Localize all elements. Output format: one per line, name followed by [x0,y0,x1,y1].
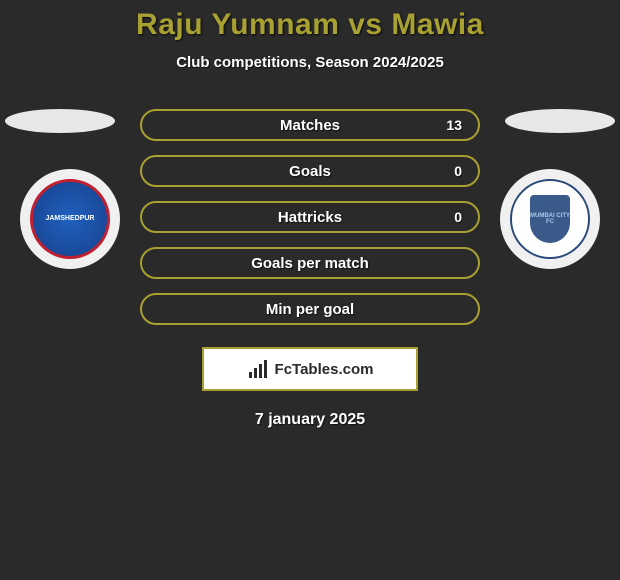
right-team-badge: MUMBAI CITY FC [500,169,600,269]
brand-text: FcTables.com [275,361,374,378]
stat-label: Matches [280,117,340,134]
right-team-name: MUMBAI CITY FC [530,213,570,225]
right-team-crest: MUMBAI CITY FC [510,179,590,259]
stat-matches: Matches 13 [140,109,480,141]
stat-value: 0 [454,209,462,225]
left-team-badge: JAMSHEDPUR [20,169,120,269]
left-player-ellipse [5,109,115,133]
content-area: JAMSHEDPUR MUMBAI CITY FC Matches 13 Goa… [0,109,620,429]
stat-label: Goals [289,163,331,180]
chart-icon [247,360,269,378]
stat-label: Goals per match [251,255,369,272]
stat-goals: Goals 0 [140,155,480,187]
page-title: Raju Yumnam vs Mawia [0,8,620,42]
stat-min-per-goal: Min per goal [140,293,480,325]
brand-box: FcTables.com [202,347,418,391]
stat-label: Hattricks [278,209,342,226]
left-team-crest: JAMSHEDPUR [30,179,110,259]
stat-label: Min per goal [266,301,354,318]
left-team-name: JAMSHEDPUR [45,215,94,223]
right-player-ellipse [505,109,615,133]
stat-goals-per-match: Goals per match [140,247,480,279]
header: Raju Yumnam vs Mawia Club competitions, … [0,0,620,71]
page-subtitle: Club competitions, Season 2024/2025 [0,54,620,71]
stat-value: 13 [446,117,462,133]
stat-hattricks: Hattricks 0 [140,201,480,233]
stat-value: 0 [454,163,462,179]
stats-list: Matches 13 Goals 0 Hattricks 0 Goals per… [140,109,480,325]
right-team-shield: MUMBAI CITY FC [530,195,570,243]
date-text: 7 january 2025 [0,411,620,429]
